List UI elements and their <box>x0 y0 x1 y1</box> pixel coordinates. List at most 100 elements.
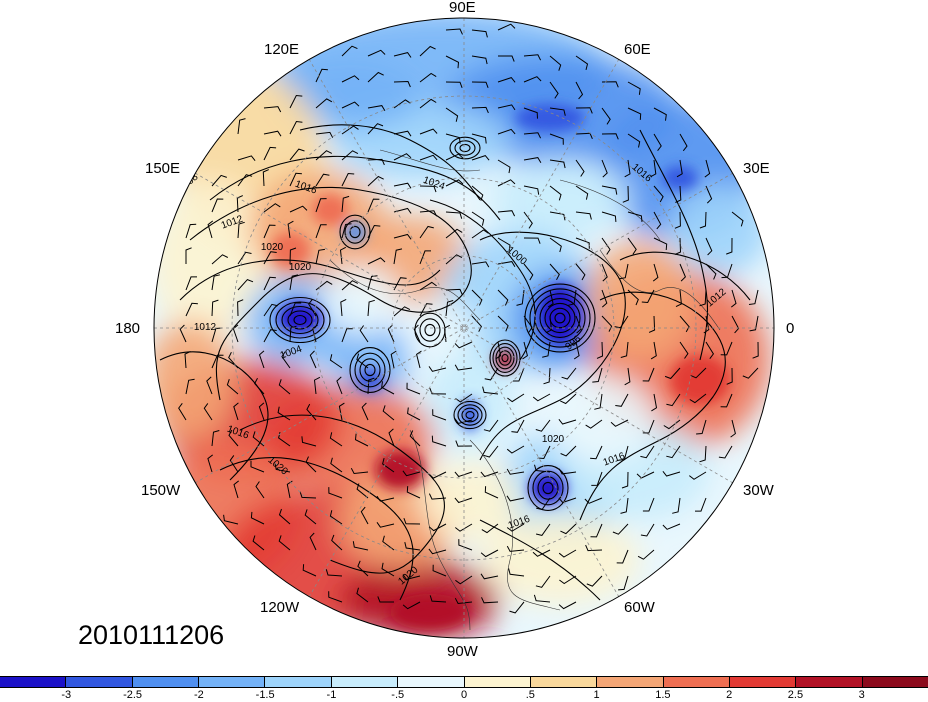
wind-barb <box>445 28 463 35</box>
lon-label-30w: 30W <box>743 482 774 499</box>
wind-barb <box>627 107 642 120</box>
wind-barb <box>306 403 317 421</box>
wind-barb <box>289 120 303 135</box>
wind-barb <box>236 195 243 213</box>
isobar-line <box>639 129 708 361</box>
wind-barb <box>428 493 447 500</box>
colorbar-tick-label: -2 <box>193 689 204 701</box>
wind-barb <box>211 327 222 343</box>
isobar-ring <box>269 296 331 344</box>
wind-barb <box>482 386 499 395</box>
wind-barb <box>705 263 717 280</box>
wind-barb <box>328 591 343 603</box>
anomaly-core-8 <box>390 594 470 630</box>
isobar-ring <box>354 352 386 388</box>
wind-barb <box>184 351 191 369</box>
wind-barb <box>381 381 395 395</box>
wind-barb <box>419 72 437 83</box>
wind-barb <box>495 341 502 360</box>
wind-barb <box>471 29 488 38</box>
colorbar-tick-label: .5 <box>525 689 535 701</box>
isobar-ring <box>359 358 381 382</box>
wind-barb <box>237 155 256 162</box>
colorbar-bin <box>265 677 332 687</box>
wind-barb <box>640 445 655 459</box>
wind-barb <box>341 223 352 239</box>
wind-barb <box>388 428 395 447</box>
wind-barb <box>718 445 733 459</box>
wind-barb <box>575 237 590 249</box>
wind-barb <box>575 315 582 334</box>
wind-barb <box>387 324 395 343</box>
wind-barb <box>237 299 244 317</box>
wind-barb <box>428 366 447 372</box>
wind-barb <box>699 289 707 307</box>
wind-barb <box>361 402 369 421</box>
wind-barb <box>620 341 629 358</box>
isobar-ring <box>465 411 475 419</box>
lon-label-180: 180 <box>115 320 141 337</box>
wind-barb <box>185 302 198 317</box>
wind-barb <box>382 535 395 551</box>
wind-barb <box>289 205 308 213</box>
wind-barb <box>455 393 473 403</box>
isobar-ring <box>501 353 509 363</box>
anomaly-core-11 <box>343 222 367 242</box>
wind-barb <box>402 574 421 580</box>
wind-barb <box>341 172 355 187</box>
colorbar-bin <box>331 677 399 687</box>
wind-barb <box>558 497 577 504</box>
wind-barb <box>537 445 551 460</box>
wind-barb <box>428 523 447 532</box>
wind-barb <box>642 419 655 434</box>
wind-barb <box>618 575 629 591</box>
wind-barb <box>575 55 589 71</box>
wind-barb <box>432 564 447 577</box>
wind-barb <box>367 105 386 112</box>
colorbar-tick-label: 0 <box>460 689 468 701</box>
wind-barb <box>506 445 525 454</box>
wind-barb <box>211 354 224 369</box>
wind-barb <box>471 106 489 114</box>
wind-barb <box>627 133 641 148</box>
wind-barb <box>367 158 385 166</box>
wind-barb <box>237 221 245 239</box>
wind-barb <box>640 523 655 537</box>
wind-barb <box>497 210 516 217</box>
wind-barb <box>601 107 611 125</box>
wind-barb <box>497 289 509 306</box>
isobar-ring <box>459 143 471 153</box>
colorbar-tick-label: 1 <box>593 689 600 701</box>
wind-barb <box>206 376 213 395</box>
isobar-ring <box>495 346 515 370</box>
wind-barb <box>532 393 551 402</box>
wind-barb <box>549 55 562 71</box>
wind-barb <box>454 364 473 371</box>
wind-barb <box>575 185 589 200</box>
wind-barb <box>619 263 629 280</box>
wind-barb <box>523 157 542 163</box>
wind-barb <box>211 174 227 187</box>
wind-barb <box>511 419 525 433</box>
wind-barb <box>601 237 611 255</box>
isobar-ring <box>489 339 521 377</box>
wind-barb <box>749 315 759 332</box>
wind-barb <box>523 211 533 229</box>
wind-barb <box>263 224 276 239</box>
wind-barb <box>679 133 688 152</box>
wind-barb <box>637 549 655 560</box>
wind-barb <box>429 388 447 395</box>
wind-barb <box>549 263 560 281</box>
wind-barb <box>226 379 239 395</box>
wind-barb <box>601 81 619 88</box>
isobar-ring <box>532 470 564 506</box>
wind-barb <box>223 514 239 525</box>
lon-label-90w: 90W <box>447 643 478 660</box>
wind-barb <box>506 523 525 532</box>
isobar-ring <box>542 481 554 495</box>
wind-barb <box>367 377 375 395</box>
wind-barb <box>315 150 333 161</box>
wind-barb <box>454 523 473 532</box>
wind-barb <box>393 52 412 58</box>
wind-barb <box>352 541 369 551</box>
